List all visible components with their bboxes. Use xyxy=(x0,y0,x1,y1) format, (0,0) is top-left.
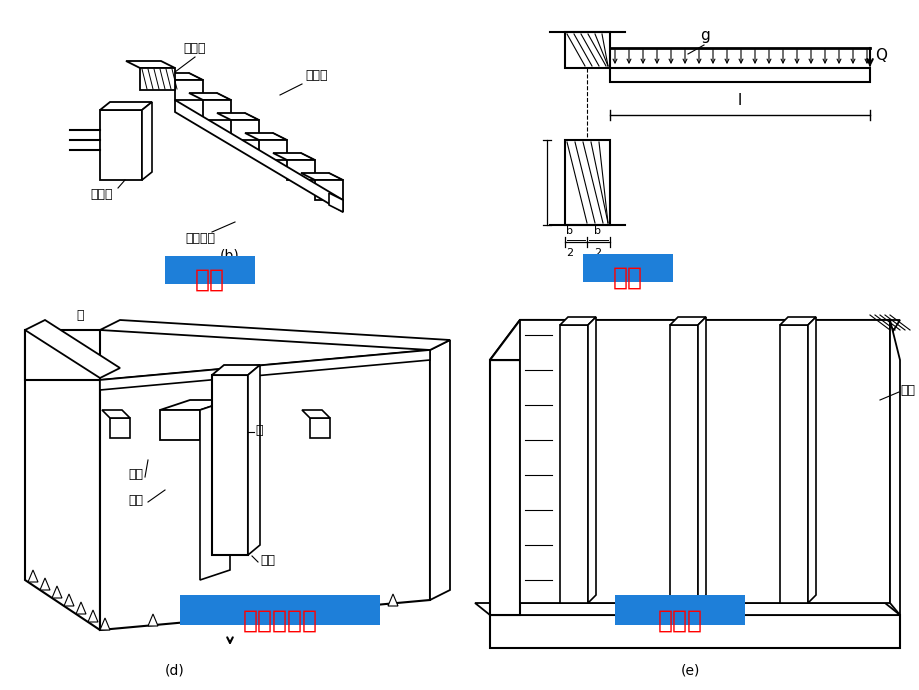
Polygon shape xyxy=(203,100,231,120)
Text: 梯段斜梁: 梯段斜梁 xyxy=(185,232,215,245)
Polygon shape xyxy=(807,317,815,603)
Text: 平台梁: 平台梁 xyxy=(90,188,112,201)
Polygon shape xyxy=(609,68,869,82)
Polygon shape xyxy=(231,120,259,140)
Text: 墙: 墙 xyxy=(76,309,84,322)
Polygon shape xyxy=(519,320,889,603)
Text: Q: Q xyxy=(874,48,886,63)
Bar xyxy=(583,254,673,282)
Polygon shape xyxy=(25,330,100,380)
Polygon shape xyxy=(310,418,330,438)
Polygon shape xyxy=(64,594,74,606)
Polygon shape xyxy=(329,193,343,212)
Text: 底板: 底板 xyxy=(260,553,275,566)
Polygon shape xyxy=(196,610,206,622)
Polygon shape xyxy=(40,578,50,590)
Text: 2: 2 xyxy=(566,248,573,258)
Polygon shape xyxy=(25,320,119,378)
Polygon shape xyxy=(564,140,609,225)
Polygon shape xyxy=(100,102,152,110)
Text: 踏步板: 踏步板 xyxy=(305,69,327,82)
Polygon shape xyxy=(188,93,231,100)
Text: (d): (d) xyxy=(165,663,185,677)
Text: 次梁: 次梁 xyxy=(128,469,142,482)
Polygon shape xyxy=(160,400,230,410)
Text: 楼梯: 楼梯 xyxy=(195,268,225,292)
Polygon shape xyxy=(273,153,314,160)
Polygon shape xyxy=(88,610,98,622)
Text: 2: 2 xyxy=(594,248,601,258)
Polygon shape xyxy=(429,340,449,600)
Polygon shape xyxy=(52,586,62,598)
Text: g: g xyxy=(699,28,709,43)
Text: 平台板: 平台板 xyxy=(184,42,206,55)
Polygon shape xyxy=(474,603,899,615)
Polygon shape xyxy=(301,410,330,418)
Text: b: b xyxy=(594,226,601,236)
Polygon shape xyxy=(560,317,596,325)
Polygon shape xyxy=(140,68,175,90)
Text: (b): (b) xyxy=(220,248,240,262)
Polygon shape xyxy=(100,350,429,630)
Polygon shape xyxy=(244,133,287,140)
Polygon shape xyxy=(779,317,815,325)
Polygon shape xyxy=(287,160,314,180)
Polygon shape xyxy=(779,325,807,603)
Polygon shape xyxy=(490,615,899,648)
Polygon shape xyxy=(388,594,398,606)
Polygon shape xyxy=(175,80,203,100)
Polygon shape xyxy=(564,32,609,68)
Text: 挡土墙: 挡土墙 xyxy=(657,609,702,633)
Polygon shape xyxy=(148,614,158,626)
Polygon shape xyxy=(490,320,550,360)
Polygon shape xyxy=(864,320,899,360)
Polygon shape xyxy=(291,602,301,614)
Bar xyxy=(180,595,380,625)
Polygon shape xyxy=(175,100,343,212)
Polygon shape xyxy=(560,325,587,603)
Polygon shape xyxy=(490,360,519,615)
Polygon shape xyxy=(160,410,199,440)
Polygon shape xyxy=(211,365,260,375)
Polygon shape xyxy=(110,418,130,438)
Polygon shape xyxy=(248,365,260,555)
Polygon shape xyxy=(100,110,142,180)
Text: (e): (e) xyxy=(679,663,699,677)
Polygon shape xyxy=(142,102,152,180)
Text: b: b xyxy=(566,226,573,236)
Polygon shape xyxy=(259,140,287,160)
Polygon shape xyxy=(76,602,85,614)
Polygon shape xyxy=(340,598,349,610)
Polygon shape xyxy=(314,180,343,200)
Polygon shape xyxy=(698,317,705,603)
Polygon shape xyxy=(100,320,449,350)
Text: 主梁: 主梁 xyxy=(128,493,142,506)
Polygon shape xyxy=(669,325,698,603)
Polygon shape xyxy=(587,317,596,603)
Polygon shape xyxy=(217,113,259,120)
Text: 扶壁: 扶壁 xyxy=(899,384,914,397)
Polygon shape xyxy=(161,73,203,80)
Polygon shape xyxy=(25,330,100,630)
Polygon shape xyxy=(102,410,130,418)
Text: l: l xyxy=(737,93,742,108)
Polygon shape xyxy=(28,570,38,582)
Text: 柱: 柱 xyxy=(255,424,262,437)
Text: 雨蓬: 雨蓬 xyxy=(612,266,642,290)
Polygon shape xyxy=(126,61,175,68)
Polygon shape xyxy=(100,350,429,390)
Polygon shape xyxy=(490,320,889,360)
Polygon shape xyxy=(211,375,248,555)
Polygon shape xyxy=(244,606,254,618)
Polygon shape xyxy=(100,618,110,630)
Polygon shape xyxy=(199,400,230,580)
Text: 地下室底板: 地下室底板 xyxy=(243,609,317,633)
Polygon shape xyxy=(301,173,343,180)
Bar xyxy=(614,595,744,625)
Polygon shape xyxy=(669,317,705,325)
Bar xyxy=(165,256,255,284)
Polygon shape xyxy=(889,320,899,615)
